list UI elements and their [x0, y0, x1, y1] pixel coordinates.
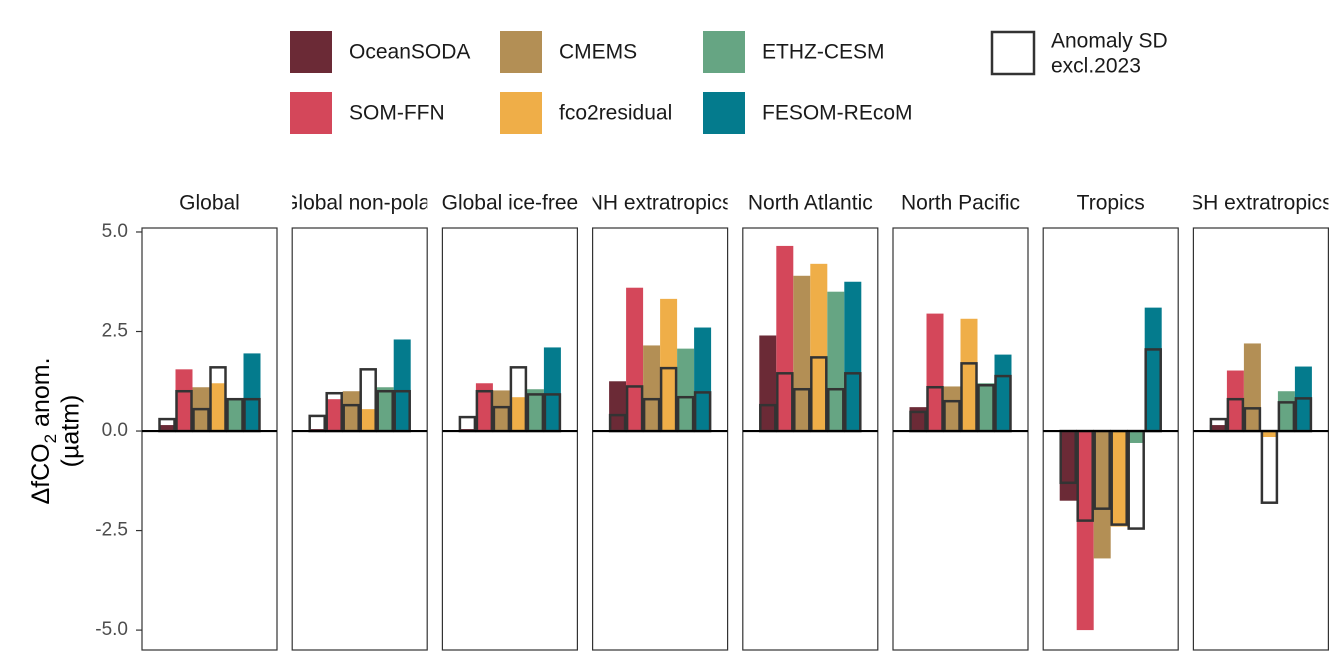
bar: [1127, 431, 1145, 443]
bar: [376, 387, 394, 432]
legend-label: fco2residual: [559, 102, 672, 125]
bar: [492, 390, 510, 432]
bar: [243, 353, 261, 432]
bar: [325, 399, 343, 432]
bar: [677, 348, 695, 432]
bar: [810, 263, 828, 432]
y-tick-label: -2.5: [95, 520, 128, 541]
legend-label: SOM-FFN: [349, 102, 445, 125]
bar: [359, 409, 377, 432]
bar: [1144, 307, 1162, 432]
panel: [141, 227, 278, 651]
bar: [793, 275, 811, 432]
legend-swatch: [290, 31, 332, 73]
y-tick-label: 5.0: [102, 221, 128, 242]
bar: [977, 383, 995, 432]
bar: [943, 386, 961, 432]
bar: [960, 318, 978, 432]
bar: [393, 339, 411, 432]
bar: [342, 391, 360, 432]
facet-title: Global ice-free: [442, 192, 579, 215]
legend-label: ETHZ-CESM: [762, 41, 885, 64]
facet-title: North Pacific: [901, 192, 1020, 215]
panel: [441, 227, 578, 651]
legend-sd-box: [990, 30, 1036, 76]
facet-title: NH extratropics: [588, 192, 733, 215]
bar: [994, 354, 1012, 432]
legend-label: CMEMS: [559, 41, 637, 64]
bar: [226, 399, 244, 432]
panel: [892, 227, 1029, 651]
y-tick-label: 0.0: [102, 420, 128, 441]
legend-swatch: [500, 92, 542, 134]
bar: [526, 389, 544, 432]
bar: [509, 397, 527, 432]
legend-sd-label: Anomaly SD: [1051, 30, 1168, 53]
bar: [209, 383, 227, 432]
bar: [660, 298, 678, 432]
bar: [1260, 431, 1278, 438]
bar: [626, 287, 644, 432]
facet-title: North Atlantic: [748, 192, 873, 215]
bar: [175, 369, 193, 432]
y-label-sub: 2: [41, 434, 60, 443]
bar: [1093, 431, 1111, 559]
legend-swatch: [703, 92, 745, 134]
legend-label: FESOM-REcoM: [762, 102, 913, 125]
facet-title: Global: [179, 192, 240, 215]
legend-swatch: [500, 31, 542, 73]
bar: [1059, 431, 1077, 501]
bar: [1277, 391, 1295, 432]
y-tick-label: -5.0: [95, 619, 128, 640]
facet-title: Tropics: [1077, 192, 1145, 215]
bar: [609, 381, 627, 432]
bar: [844, 281, 862, 432]
y-label-main: ΔfCO: [27, 443, 55, 504]
bar: [827, 291, 845, 432]
bar: [1076, 431, 1094, 631]
legend-swatch: [703, 31, 745, 73]
legend-sd-label: excl.2023: [1051, 55, 1141, 78]
panel: [591, 227, 729, 651]
bar: [158, 425, 176, 432]
y-tick-label: 2.5: [102, 321, 128, 342]
bar: [1226, 370, 1244, 432]
bar: [926, 313, 944, 432]
facet-title: SH extratropics: [1189, 192, 1333, 215]
facet-title: Global non-polar: [282, 192, 437, 215]
y-axis-label-line2: (µatm): [57, 395, 85, 468]
y-label-rest: anom.: [27, 357, 55, 433]
y-axis-label: ΔfCO2 anom.: [27, 357, 60, 504]
legend-label: OceanSODA: [349, 41, 470, 64]
panel: [291, 227, 428, 651]
bar: [543, 347, 561, 432]
bar: [1110, 431, 1128, 527]
bar: [475, 383, 493, 432]
bar: [776, 245, 794, 432]
bar: [694, 327, 712, 432]
legend-swatch: [290, 92, 332, 134]
bar: [1243, 343, 1261, 432]
bar: [759, 335, 777, 432]
bar: [1209, 425, 1227, 432]
bar: [643, 345, 661, 432]
